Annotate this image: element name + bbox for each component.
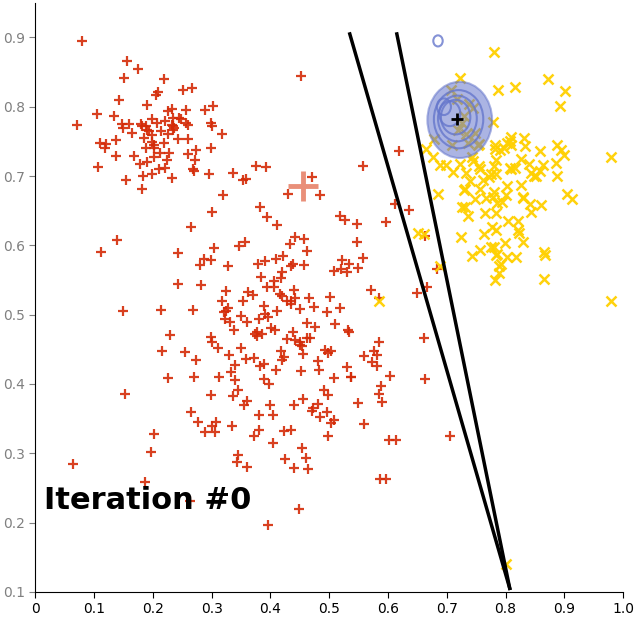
Circle shape [427,82,492,158]
Text: Iteration #0: Iteration #0 [44,487,252,515]
